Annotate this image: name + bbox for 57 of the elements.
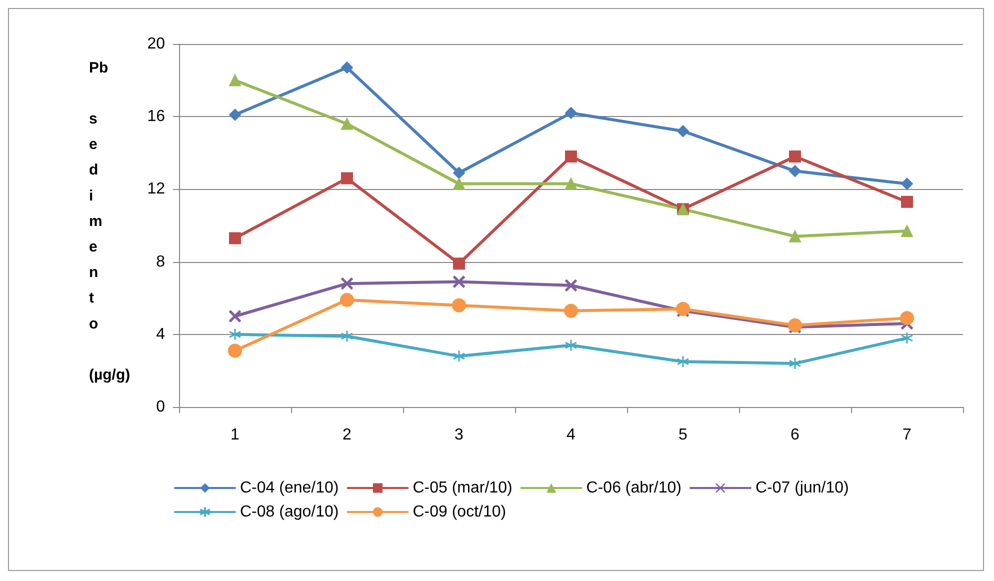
legend-label: C-08 (ago/10): [240, 504, 339, 520]
point: [452, 350, 466, 362]
y-tick-label: 4: [156, 326, 166, 343]
point: [564, 304, 578, 318]
point: [901, 224, 913, 237]
point: [901, 178, 913, 190]
legend-label: C-07 (jun/10): [755, 480, 849, 496]
y-tick-label: 8: [156, 253, 166, 270]
point: [340, 330, 354, 342]
x-tick-label: 7: [902, 426, 912, 444]
point: [565, 279, 577, 292]
y-tick-label: 0: [156, 398, 166, 416]
legend-label: C-04 (ene/10): [240, 480, 339, 496]
y-tick-label: 20: [147, 36, 166, 52]
point: [341, 172, 353, 184]
point: [341, 118, 353, 130]
point: [453, 276, 465, 288]
point: [789, 230, 801, 242]
point: [565, 150, 577, 163]
legend-label: C-06 (abr/10): [586, 480, 682, 496]
point: [229, 74, 241, 86]
point: [228, 328, 242, 341]
legend-label: C-05 (mar/10): [412, 480, 512, 496]
point: [229, 310, 241, 322]
x-tick-label: 2: [342, 426, 352, 444]
x-tick-label: 3: [454, 426, 464, 444]
point: [453, 258, 465, 270]
x-tick-label: 6: [790, 426, 800, 444]
point: [565, 106, 577, 119]
point: [453, 166, 465, 179]
point: [788, 318, 802, 332]
x-tick-label: 5: [678, 426, 688, 444]
point: [341, 62, 353, 74]
point: [564, 339, 578, 352]
text: Pb sedimento (µg/g): [89, 59, 130, 384]
point: [677, 125, 689, 138]
y-tick-label: 16: [147, 108, 166, 126]
point: [228, 344, 242, 358]
x-tick-label: 4: [566, 426, 576, 444]
y-tick-label: 12: [147, 180, 166, 198]
point: [341, 278, 353, 290]
point: [229, 108, 241, 121]
point: [676, 302, 690, 316]
point: [453, 178, 465, 190]
point: [565, 178, 577, 190]
point: [788, 357, 802, 370]
point: [789, 150, 801, 163]
point: [789, 165, 801, 178]
x-tick-label: 1: [230, 426, 240, 444]
point: [452, 298, 466, 312]
point: [676, 355, 690, 368]
point: [229, 232, 241, 244]
point: [901, 196, 913, 208]
legend-label: C-09 (oct/10): [412, 504, 506, 520]
point: [900, 332, 914, 344]
point: [340, 292, 354, 307]
point: [900, 311, 914, 326]
